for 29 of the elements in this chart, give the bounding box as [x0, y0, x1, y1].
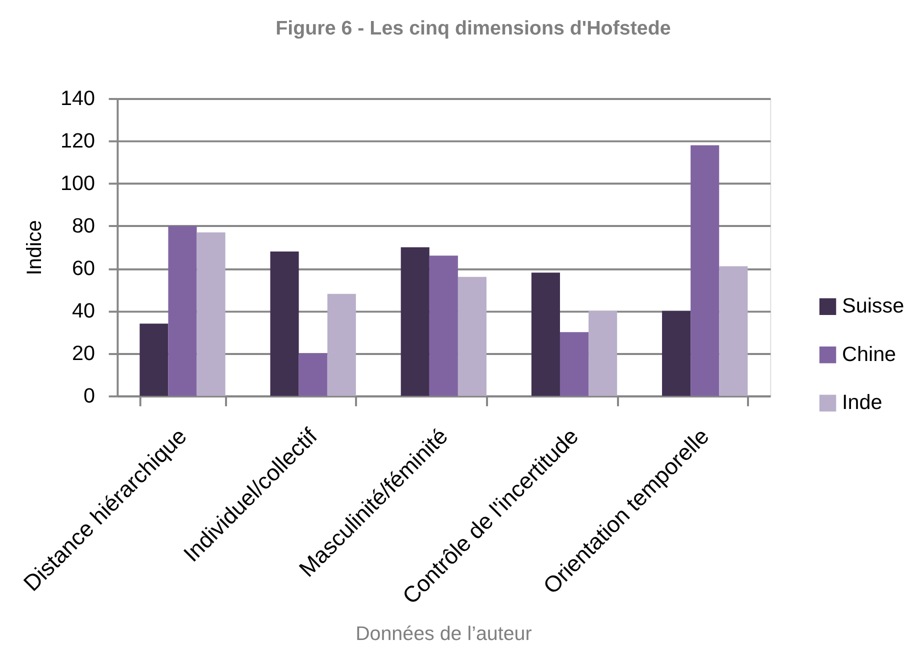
bar [140, 324, 168, 396]
bar [400, 247, 430, 396]
bar [298, 353, 328, 396]
y-tick-label: 40 [72, 299, 96, 322]
bar [719, 266, 748, 396]
bar [429, 256, 458, 396]
y-tick-label: 20 [72, 342, 96, 365]
y-tick-label: 120 [60, 129, 96, 152]
bar [458, 276, 487, 396]
legend-label: Inde [842, 391, 882, 414]
y-tick-label: 100 [60, 172, 96, 195]
bar [560, 332, 589, 396]
y-axis-title: Indice [22, 220, 46, 276]
bar [588, 310, 618, 396]
text: Données de l’auteur [356, 623, 532, 646]
y-tick-label: 80 [72, 214, 96, 238]
bar [196, 232, 226, 396]
y-tick-label: 140 [60, 86, 96, 110]
y-tick-label: 0 [84, 384, 96, 408]
bar [690, 145, 720, 396]
bar [531, 272, 560, 396]
legend-label: Chine [842, 342, 896, 366]
chart-title: Figure 6 - Les cinq dimensions d'Hofstede [276, 17, 671, 40]
y-tick-label: 60 [72, 256, 96, 280]
bar [327, 294, 356, 396]
bar [662, 310, 691, 396]
bar [270, 251, 299, 396]
bar [168, 226, 197, 396]
legend-label: Suisse [842, 294, 904, 318]
